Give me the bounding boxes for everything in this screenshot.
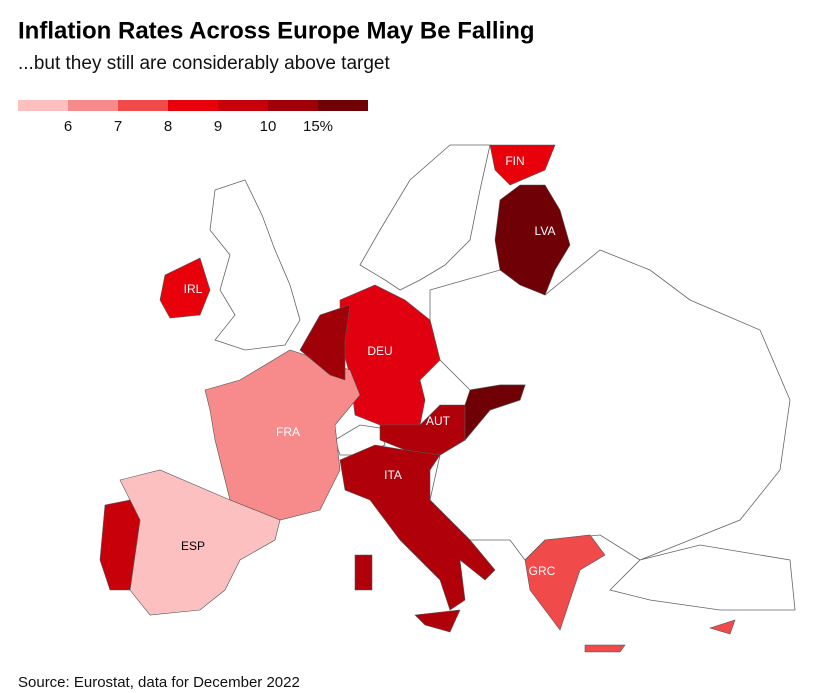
region-ita [339,444,496,633]
legend-swatch [168,100,218,111]
region-lva [494,184,571,296]
region-irl [159,257,211,319]
legend-swatch [318,100,368,111]
region-fin [489,144,556,186]
subtitle: ...but they still are considerably above… [18,53,390,74]
region-labels: FIN LVA IRL DEU FRA AUT ITA ESP GRC [181,154,556,578]
region-label: ITA [384,468,402,482]
base-map [209,144,796,611]
region-label: LVA [535,224,556,238]
legend-swatch [18,100,68,111]
region-benelux [299,304,351,381]
legend-swatch [118,100,168,111]
legend-tick-label: 10 [260,118,277,135]
legend-swatch [68,100,118,111]
legend-tick-label: 9 [214,118,222,135]
region-label: GRC [529,564,556,578]
region-label: AUT [426,414,451,428]
region-label: FRA [276,425,300,439]
legend-tick-label: 15% [303,118,333,135]
region-label: DEU [367,344,392,358]
legend-swatch [218,100,268,111]
region-label: FIN [505,154,524,168]
region-label: ESP [181,539,205,553]
title: Inflation Rates Across Europe May Be Fal… [18,17,535,44]
legend-tick-label: 7 [114,118,122,135]
regions [99,144,736,653]
region-fra [204,349,361,521]
scandinavia [359,144,491,291]
turkey [609,544,796,611]
source: Source: Eurostat, data for December 2022 [18,674,300,691]
region-svk [464,384,526,441]
legend-tick-label: 8 [164,118,172,135]
region-prt [99,499,141,591]
legend-swatch [268,100,318,111]
region-grc [524,534,736,653]
legend-tick-label: 6 [64,118,72,135]
region-label: IRL [184,282,203,296]
legend: 6 7 8 9 10 15% [18,100,368,135]
uk [209,179,301,351]
